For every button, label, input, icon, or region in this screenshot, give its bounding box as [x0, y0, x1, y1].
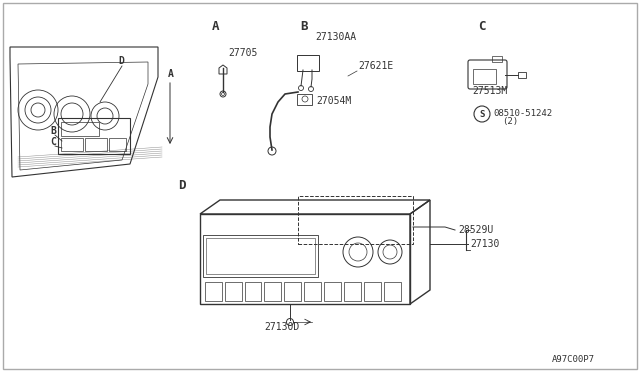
- Text: 08510-51242: 08510-51242: [493, 109, 552, 118]
- Text: 27513M: 27513M: [472, 86, 508, 96]
- Text: D: D: [178, 179, 186, 192]
- Text: 27705: 27705: [228, 48, 257, 58]
- Text: 27621E: 27621E: [358, 61, 393, 71]
- Text: 27130AA: 27130AA: [315, 32, 356, 42]
- Text: A: A: [212, 20, 220, 33]
- Text: B: B: [50, 126, 56, 136]
- Text: 27130D: 27130D: [264, 322, 300, 332]
- Text: 27130: 27130: [470, 239, 499, 249]
- Text: 27054M: 27054M: [316, 96, 351, 106]
- Text: C: C: [50, 137, 56, 147]
- Text: 28529U: 28529U: [458, 225, 493, 235]
- Text: (2): (2): [502, 117, 518, 126]
- Text: S: S: [479, 110, 484, 119]
- Text: A: A: [168, 69, 174, 79]
- Text: A97C00P7: A97C00P7: [552, 355, 595, 364]
- Text: C: C: [478, 20, 486, 33]
- Text: D: D: [118, 56, 124, 66]
- Text: B: B: [300, 20, 307, 33]
